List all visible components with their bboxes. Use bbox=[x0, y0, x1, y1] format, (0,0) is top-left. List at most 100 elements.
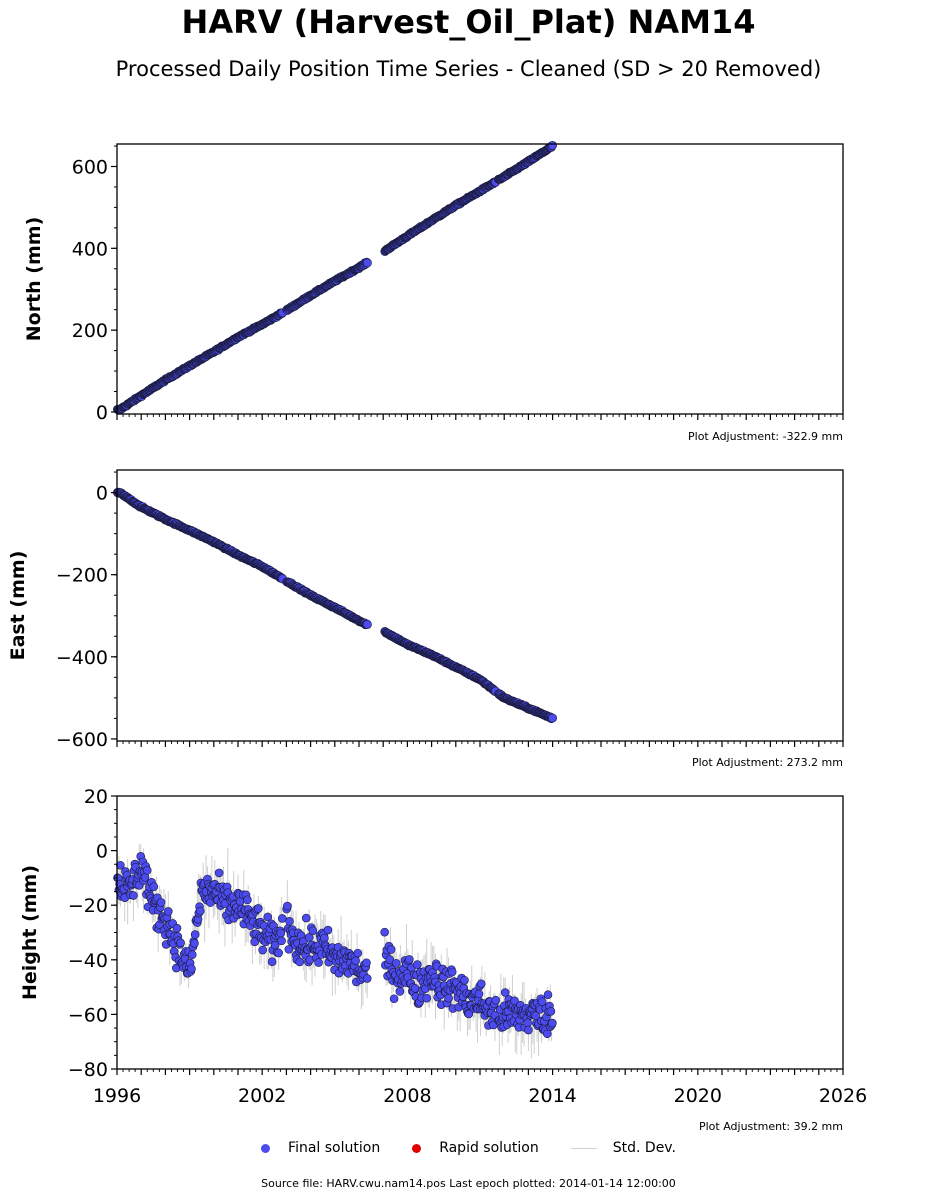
data-point bbox=[500, 988, 510, 997]
y-tick-label: −40 bbox=[68, 950, 108, 972]
data-point bbox=[187, 950, 197, 960]
data-point bbox=[405, 955, 414, 964]
plot-adjustment-note: Plot Adjustment: 273.2 mm bbox=[692, 756, 843, 769]
data-point bbox=[386, 945, 396, 954]
data-point bbox=[362, 619, 372, 629]
plot-adjustment-note: Plot Adjustment: -322.9 mm bbox=[688, 430, 843, 443]
data-point bbox=[413, 960, 422, 969]
data-point bbox=[362, 974, 372, 983]
data-point bbox=[263, 912, 273, 922]
x-tick-label: 2002 bbox=[238, 1085, 286, 1107]
x-tick-label: 1996 bbox=[93, 1085, 141, 1107]
y-tick-label: −200 bbox=[56, 565, 108, 587]
y-tick-label: 200 bbox=[72, 320, 108, 342]
axes-frame bbox=[116, 143, 844, 415]
data-point bbox=[395, 987, 405, 996]
data-point bbox=[447, 967, 457, 977]
legend: Final solution Rapid solution Std. Dev. bbox=[0, 1137, 937, 1159]
data-point bbox=[391, 958, 401, 968]
data-point bbox=[547, 140, 557, 150]
x-tick-label: 2014 bbox=[528, 1085, 576, 1107]
y-tick-label: −80 bbox=[68, 1059, 108, 1081]
data-point bbox=[464, 1009, 474, 1019]
data-point bbox=[444, 993, 453, 1003]
x-tick-label: 2008 bbox=[383, 1085, 431, 1107]
data-point bbox=[267, 957, 277, 966]
data-point bbox=[250, 937, 259, 947]
data-point bbox=[314, 958, 323, 967]
data-point bbox=[254, 904, 263, 913]
final-solution-marker bbox=[261, 1143, 271, 1153]
legend-label-stddev: Std. Dev. bbox=[612, 1140, 676, 1156]
y-tick-label: 0 bbox=[96, 841, 108, 863]
data-point bbox=[258, 945, 267, 955]
data-point bbox=[129, 891, 138, 900]
data-point bbox=[353, 948, 363, 958]
y-tick-label: −60 bbox=[68, 1004, 108, 1026]
y-tick-label: 0 bbox=[96, 402, 108, 424]
std-dev-line-marker bbox=[570, 1147, 597, 1149]
data-point bbox=[523, 1018, 532, 1028]
data-point bbox=[524, 1025, 533, 1035]
data-point bbox=[546, 1007, 556, 1016]
y-tick-label: 0 bbox=[96, 483, 108, 505]
data-point bbox=[304, 933, 314, 942]
y-tick-label: −20 bbox=[68, 895, 108, 917]
data-point bbox=[149, 882, 159, 892]
data-point bbox=[422, 993, 432, 1003]
data-point bbox=[547, 713, 557, 723]
y-axis-label: North (mm) bbox=[23, 217, 45, 342]
data-point bbox=[276, 928, 286, 938]
y-axis-label: East (mm) bbox=[7, 551, 29, 661]
plot-adjustment-note: Plot Adjustment: 39.2 mm bbox=[699, 1120, 843, 1133]
source-note: Source file: HARV.cwu.nam14.pos Last epo… bbox=[261, 1177, 676, 1190]
data-point bbox=[389, 994, 399, 1004]
data-point bbox=[283, 901, 292, 911]
data-point bbox=[176, 938, 185, 948]
data-point bbox=[187, 964, 196, 974]
legend-item-rapid: Rapid solution bbox=[412, 1140, 539, 1156]
legend-label-rapid: Rapid solution bbox=[439, 1140, 539, 1156]
data-point bbox=[351, 956, 360, 966]
data-point bbox=[295, 957, 305, 967]
data-point bbox=[285, 917, 294, 926]
legend-item-stddev: Std. Dev. bbox=[570, 1140, 676, 1156]
axes-frame bbox=[116, 469, 844, 742]
data-point bbox=[385, 955, 395, 964]
rapid-solution-marker bbox=[412, 1143, 422, 1153]
data-point bbox=[277, 936, 286, 946]
data-point bbox=[243, 895, 252, 905]
data-point bbox=[214, 868, 224, 878]
data-point bbox=[380, 927, 389, 937]
data-point bbox=[362, 958, 371, 968]
x-tick-label: 2026 bbox=[819, 1085, 867, 1107]
y-tick-label: 20 bbox=[84, 786, 108, 808]
data-point bbox=[323, 925, 333, 935]
data-point bbox=[164, 907, 173, 916]
data-point bbox=[190, 939, 199, 948]
data-point bbox=[172, 923, 182, 933]
x-tick-label: 2020 bbox=[674, 1085, 722, 1107]
data-point bbox=[410, 983, 420, 993]
y-tick-label: −400 bbox=[56, 647, 108, 669]
y-tick-label: −600 bbox=[56, 729, 108, 751]
data-point bbox=[308, 926, 318, 935]
data-point bbox=[277, 914, 287, 923]
data-point bbox=[274, 948, 283, 958]
legend-label-final: Final solution bbox=[288, 1140, 381, 1156]
data-point bbox=[362, 258, 372, 268]
data-point bbox=[284, 945, 294, 954]
y-tick-label: 600 bbox=[72, 157, 108, 179]
data-point bbox=[491, 995, 501, 1005]
data-point bbox=[476, 979, 486, 989]
data-point bbox=[156, 898, 166, 907]
figure-subtitle: Processed Daily Position Time Series - C… bbox=[115, 57, 822, 81]
data-point bbox=[460, 976, 469, 985]
data-point bbox=[190, 930, 200, 939]
data-point bbox=[301, 913, 311, 923]
data-point bbox=[474, 989, 484, 999]
y-tick-label: 400 bbox=[72, 238, 108, 260]
data-point bbox=[537, 997, 547, 1007]
legend-item-final: Final solution bbox=[261, 1140, 380, 1156]
